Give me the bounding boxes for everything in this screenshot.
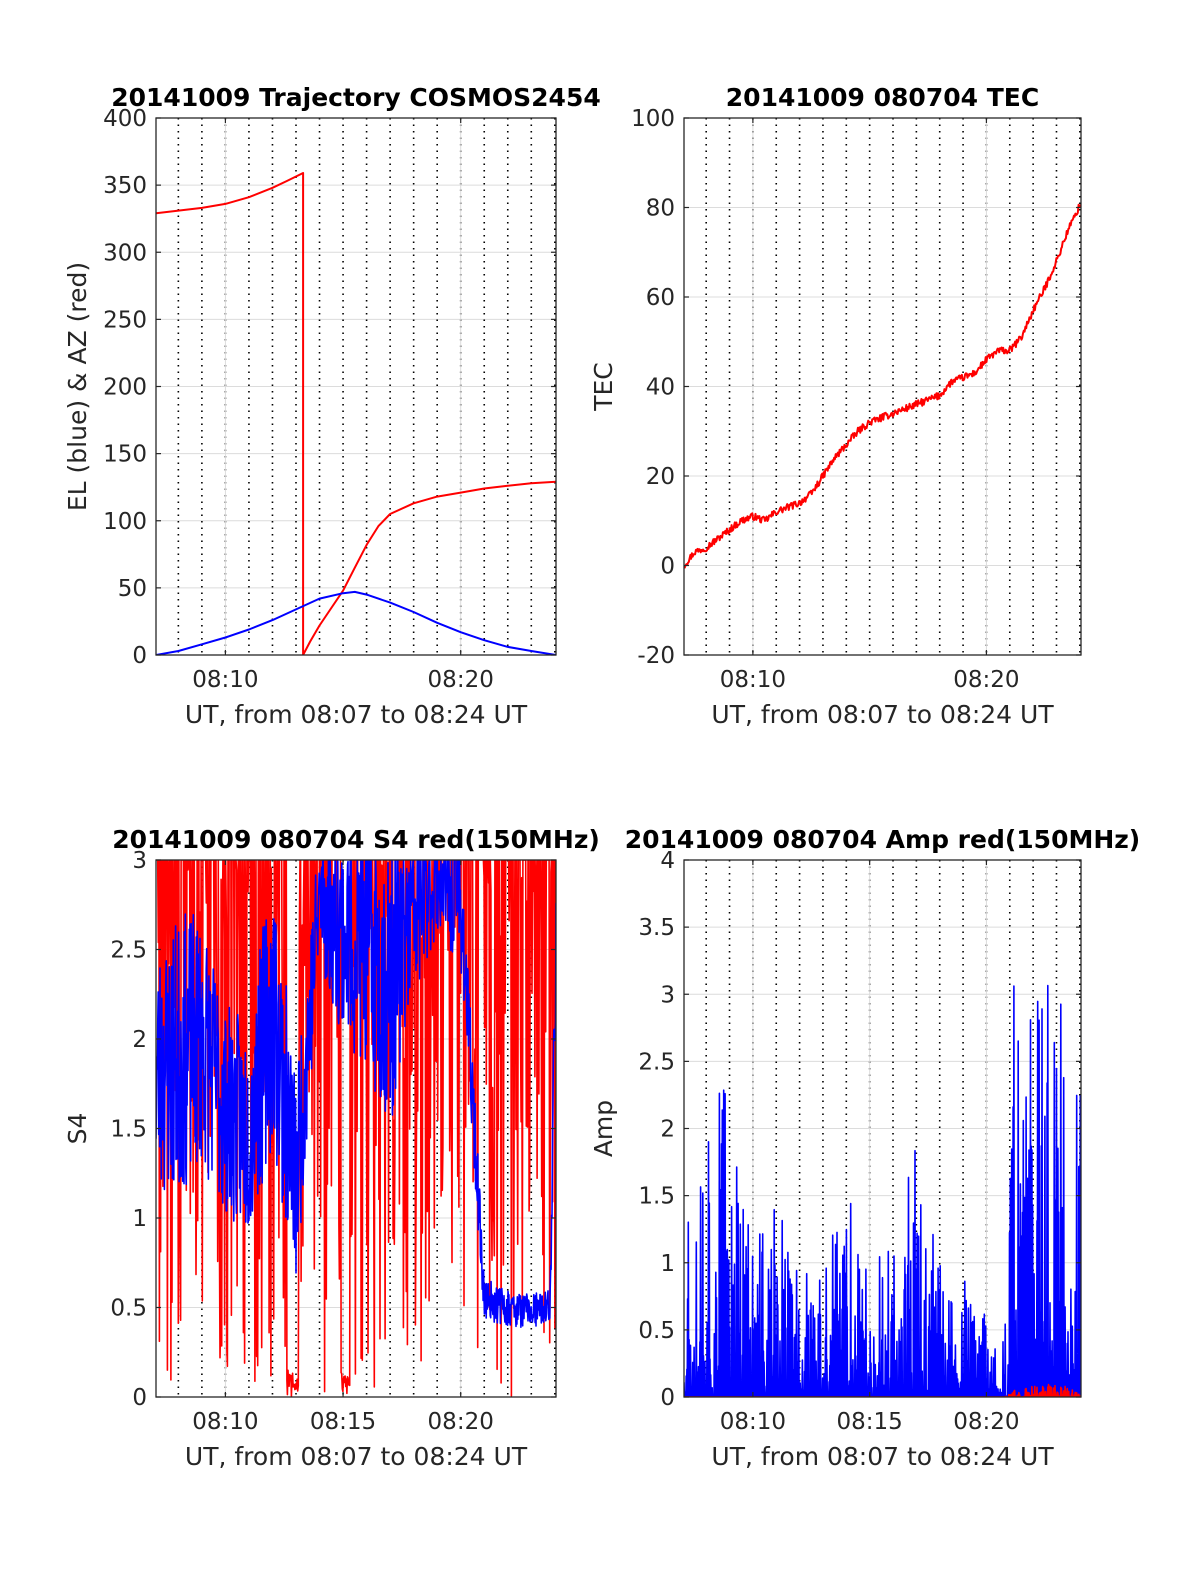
y-tick-label: 0.5	[638, 1318, 675, 1344]
y-tick-label: 0	[132, 643, 147, 669]
y-tick-label: 60	[646, 285, 675, 311]
y-axis-label: S4	[63, 1113, 92, 1145]
y-tick-label: 40	[646, 375, 675, 401]
y-tick-label: -20	[637, 643, 675, 669]
series-line-0	[156, 860, 556, 1397]
y-tick-label: 50	[118, 576, 147, 602]
y-tick-label: 200	[103, 375, 147, 401]
y-tick-label: 3.5	[638, 915, 675, 941]
y-tick-label: 80	[646, 196, 675, 222]
y-axis-label: Amp	[589, 1100, 618, 1157]
x-tick-label: 08:10	[720, 667, 786, 693]
y-axis-label: TEC	[589, 362, 618, 412]
x-tick-label: 08:10	[192, 1409, 258, 1435]
y-tick-label: 1.5	[638, 1184, 675, 1210]
y-tick-label: 1	[132, 1206, 147, 1232]
y-axis-label: EL (blue) & AZ (red)	[63, 262, 92, 511]
series-line-1	[684, 1383, 1081, 1397]
chart-tec: -20 0 20 40 60 80 100 08:10 08:20 20141009 080704…	[589, 83, 1082, 729]
x-axis-label: UT, from 08:07 to 08:24 UT	[185, 1442, 528, 1471]
chart-title: 20141009 080704 Amp red(150MHz)	[625, 825, 1141, 854]
x-tick-label: 08:20	[953, 1409, 1019, 1435]
series-layer	[156, 860, 556, 1397]
y-tick-label: 1	[660, 1251, 675, 1277]
x-tick-label: 08:15	[310, 1409, 376, 1435]
y-tick-label: 350	[103, 173, 147, 199]
y-tick-label: 0	[660, 554, 675, 580]
chart-title: 20141009 080704 S4 red(150MHz)	[112, 825, 600, 854]
series-line-1	[156, 860, 556, 1328]
x-tick-label: 08:20	[428, 1409, 494, 1435]
y-tick-label: 150	[103, 442, 147, 468]
chart-title: 20141009 080704 TEC	[726, 83, 1039, 112]
series-layer	[156, 172, 556, 655]
x-axis-label: UT, from 08:07 to 08:24 UT	[711, 1442, 1054, 1471]
y-tick-label: 100	[103, 509, 147, 535]
chart-amp: 0 0.5 1 1.5 2 2.5 3 3.5 4 08:10 08:15 08:20 20141009…	[589, 825, 1140, 1471]
x-tick-label: 08:20	[428, 667, 494, 693]
y-tick-label: 2.5	[110, 938, 147, 964]
x-axis-label: UT, from 08:07 to 08:24 UT	[185, 700, 528, 729]
series-line-1	[156, 590, 556, 655]
y-tick-label: 4	[660, 848, 675, 874]
y-tick-label: 2	[660, 1117, 675, 1143]
y-tick-label: 2.5	[638, 1049, 675, 1075]
chart-title: 20141009 Trajectory COSMOS2454	[111, 83, 601, 112]
y-tick-label: 300	[103, 240, 147, 266]
y-tick-label: 0	[660, 1385, 675, 1411]
x-tick-label: 08:20	[953, 667, 1019, 693]
x-tick-label: 08:15	[837, 1409, 903, 1435]
chart-trajectory: 0 50 100 150 200 250 300 350 400 08:10 08:20 201410…	[63, 83, 601, 729]
x-tick-label: 08:10	[192, 667, 258, 693]
series-layer	[684, 203, 1081, 569]
y-tick-label: 3	[132, 848, 147, 874]
y-tick-label: 400	[103, 106, 147, 132]
x-axis-label: UT, from 08:07 to 08:24 UT	[711, 700, 1054, 729]
y-tick-label: 100	[631, 106, 675, 132]
y-tick-label: 250	[103, 307, 147, 333]
y-tick-label: 0	[132, 1385, 147, 1411]
y-tick-label: 1.5	[110, 1117, 147, 1143]
y-tick-label: 0.5	[110, 1296, 147, 1322]
chart-s4: 0 0.5 1 1.5 2 2.5 3 08:10 08:15 08:20 20141009 080…	[63, 825, 600, 1471]
y-tick-label: 20	[646, 464, 675, 490]
y-tick-label: 2	[132, 1027, 147, 1053]
y-tick-label: 3	[660, 982, 675, 1008]
series-line-0	[156, 172, 556, 655]
series-line-0	[684, 203, 1081, 569]
x-tick-label: 08:10	[720, 1409, 786, 1435]
